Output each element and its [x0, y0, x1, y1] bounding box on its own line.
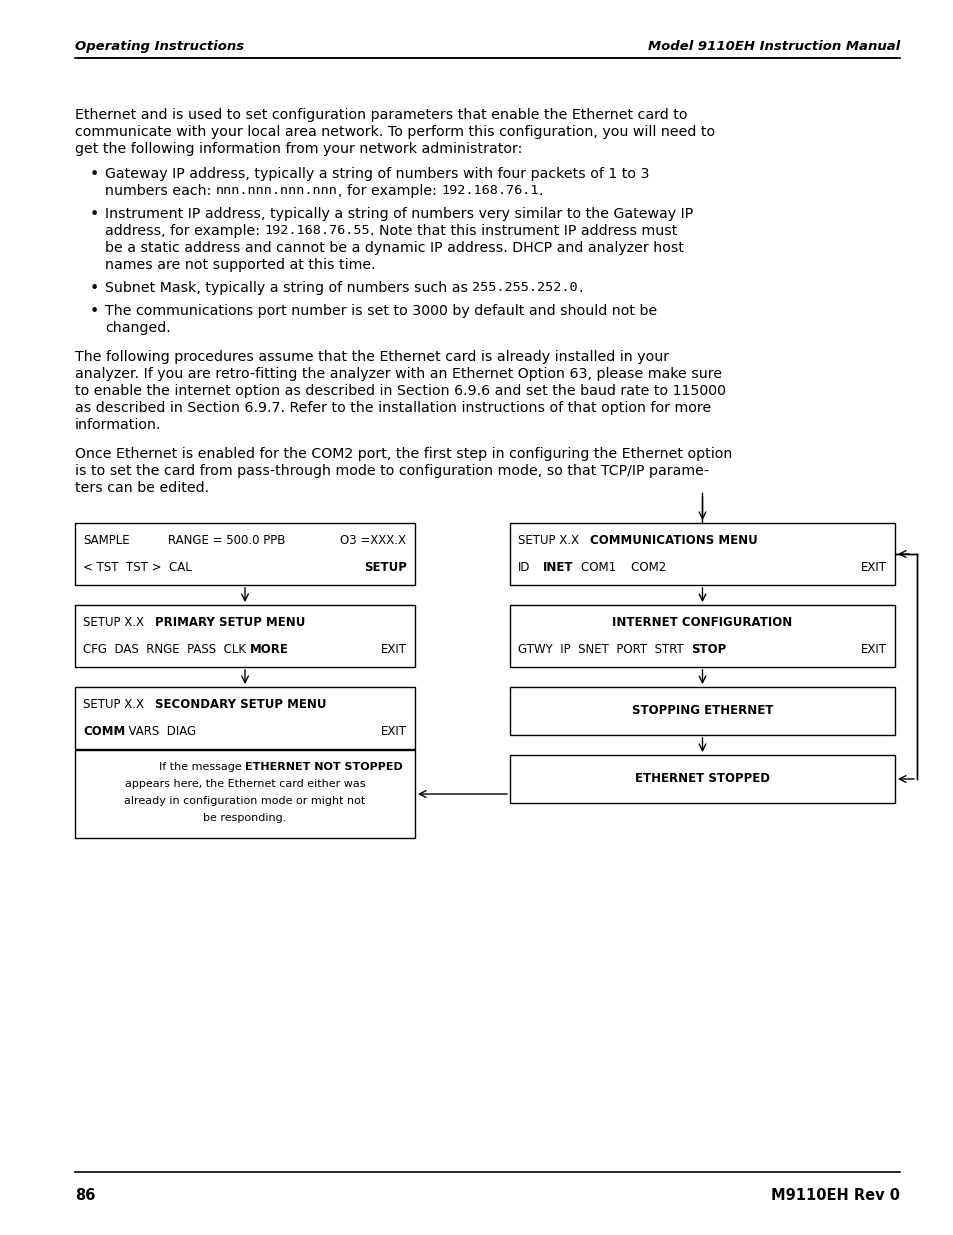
Text: •: •	[90, 167, 99, 182]
Text: SETUP: SETUP	[364, 561, 407, 574]
Text: as described in Section 6.9.7. Refer to the installation instructions of that op: as described in Section 6.9.7. Refer to …	[75, 401, 711, 415]
Text: SECONDARY SETUP MENU: SECONDARY SETUP MENU	[154, 698, 326, 711]
Text: communicate with your local area network. To perform this configuration, you wil: communicate with your local area network…	[75, 125, 715, 140]
Text: numbers each:: numbers each:	[105, 184, 215, 198]
Text: PRIMARY SETUP MENU: PRIMARY SETUP MENU	[154, 616, 305, 629]
Text: get the following information from your network administrator:: get the following information from your …	[75, 142, 522, 156]
Text: , for example:: , for example:	[337, 184, 440, 198]
Text: analyzer. If you are retro-fitting the analyzer with an Ethernet Option 63, plea: analyzer. If you are retro-fitting the a…	[75, 367, 721, 382]
Text: Instrument IP address, typically a string of numbers very similar to the Gateway: Instrument IP address, typically a strin…	[105, 207, 693, 221]
Text: EXIT: EXIT	[380, 643, 407, 656]
Text: be a static address and cannot be a dynamic IP address. DHCP and analyzer host: be a static address and cannot be a dyna…	[105, 241, 683, 254]
Text: O3 =XXX.X: O3 =XXX.X	[339, 534, 406, 547]
Text: 192.168.76.1: 192.168.76.1	[440, 184, 538, 198]
Bar	[75, 522, 415, 585]
Bar	[510, 755, 894, 803]
Text: EXIT: EXIT	[861, 561, 886, 574]
Text: 255.255.252.0: 255.255.252.0	[472, 282, 578, 294]
Text: Ethernet and is used to set configuration parameters that enable the Ethernet ca: Ethernet and is used to set configuratio…	[75, 107, 687, 122]
Bar	[75, 605, 415, 667]
Bar	[75, 687, 415, 748]
Text: INTERNET CONFIGURATION: INTERNET CONFIGURATION	[612, 616, 792, 629]
Text: names are not supported at this time.: names are not supported at this time.	[105, 258, 375, 272]
Bar	[510, 605, 894, 667]
Text: nnn.nnn.nnn.nnn: nnn.nnn.nnn.nnn	[215, 184, 337, 198]
Text: Once Ethernet is enabled for the COM2 port, the first step in configuring the Et: Once Ethernet is enabled for the COM2 po…	[75, 447, 732, 461]
Text: M9110EH Rev 0: M9110EH Rev 0	[770, 1188, 899, 1203]
Text: VARS  DIAG: VARS DIAG	[121, 725, 195, 739]
Text: CFG  DAS  RNGE  PASS  CLK: CFG DAS RNGE PASS CLK	[83, 643, 250, 656]
Text: •: •	[90, 207, 99, 222]
Text: Model 9110EH Instruction Manual: Model 9110EH Instruction Manual	[647, 40, 899, 53]
Text: STOP: STOP	[691, 643, 726, 656]
Text: information.: information.	[75, 417, 161, 432]
Text: .: .	[538, 184, 542, 198]
Text: appears here, the Ethernet card either was: appears here, the Ethernet card either w…	[125, 779, 365, 789]
Text: ETHERNET STOPPED: ETHERNET STOPPED	[635, 773, 769, 785]
Text: COMM: COMM	[83, 725, 125, 739]
Text: EXIT: EXIT	[380, 725, 407, 739]
Bar	[510, 687, 894, 735]
Bar	[75, 750, 415, 839]
Text: STOPPING ETHERNET: STOPPING ETHERNET	[631, 704, 772, 718]
Text: SETUP X.X: SETUP X.X	[83, 616, 144, 629]
Text: < TST  TST >  CAL: < TST TST > CAL	[83, 561, 192, 574]
Text: Subnet Mask, typically a string of numbers such as: Subnet Mask, typically a string of numbe…	[105, 282, 472, 295]
Text: GTWY  IP  SNET  PORT  STRT: GTWY IP SNET PORT STRT	[517, 643, 691, 656]
Text: address, for example:: address, for example:	[105, 224, 264, 238]
Text: ETHERNET NOT STOPPED: ETHERNET NOT STOPPED	[245, 762, 402, 772]
Text: be responding.: be responding.	[203, 813, 287, 823]
Text: 86: 86	[75, 1188, 95, 1203]
Text: EXIT: EXIT	[861, 643, 886, 656]
Text: The communications port number is set to 3000 by default and should not be: The communications port number is set to…	[105, 304, 657, 317]
Text: SETUP X.X: SETUP X.X	[83, 698, 144, 711]
Text: COM1    COM2: COM1 COM2	[580, 561, 665, 574]
Text: RANGE = 500.0 PPB: RANGE = 500.0 PPB	[168, 534, 285, 547]
Text: MORE: MORE	[250, 643, 289, 656]
Text: changed.: changed.	[105, 321, 171, 335]
Text: ters can be edited.: ters can be edited.	[75, 480, 209, 495]
Text: •: •	[90, 282, 99, 296]
Text: Operating Instructions: Operating Instructions	[75, 40, 244, 53]
Text: . Note that this instrument IP address must: . Note that this instrument IP address m…	[370, 224, 677, 238]
Text: •: •	[90, 304, 99, 319]
Text: If the message: If the message	[158, 762, 245, 772]
Text: The following procedures assume that the Ethernet card is already installed in y: The following procedures assume that the…	[75, 350, 668, 364]
Bar	[510, 522, 894, 585]
Text: .: .	[578, 282, 582, 295]
Text: already in configuration mode or might not: already in configuration mode or might n…	[124, 797, 365, 806]
Text: SAMPLE: SAMPLE	[83, 534, 130, 547]
Text: ID: ID	[517, 561, 530, 574]
Text: SETUP X.X: SETUP X.X	[517, 534, 578, 547]
Text: COMMUNICATIONS MENU: COMMUNICATIONS MENU	[589, 534, 757, 547]
Text: INET: INET	[542, 561, 573, 574]
Text: 192.168.76.55: 192.168.76.55	[264, 224, 370, 237]
Text: Gateway IP address, typically a string of numbers with four packets of 1 to 3: Gateway IP address, typically a string o…	[105, 167, 649, 182]
Text: is to set the card from pass-through mode to configuration mode, so that TCP/IP : is to set the card from pass-through mod…	[75, 464, 708, 478]
Text: to enable the internet option as described in Section 6.9.6 and set the baud rat: to enable the internet option as describ…	[75, 384, 725, 398]
